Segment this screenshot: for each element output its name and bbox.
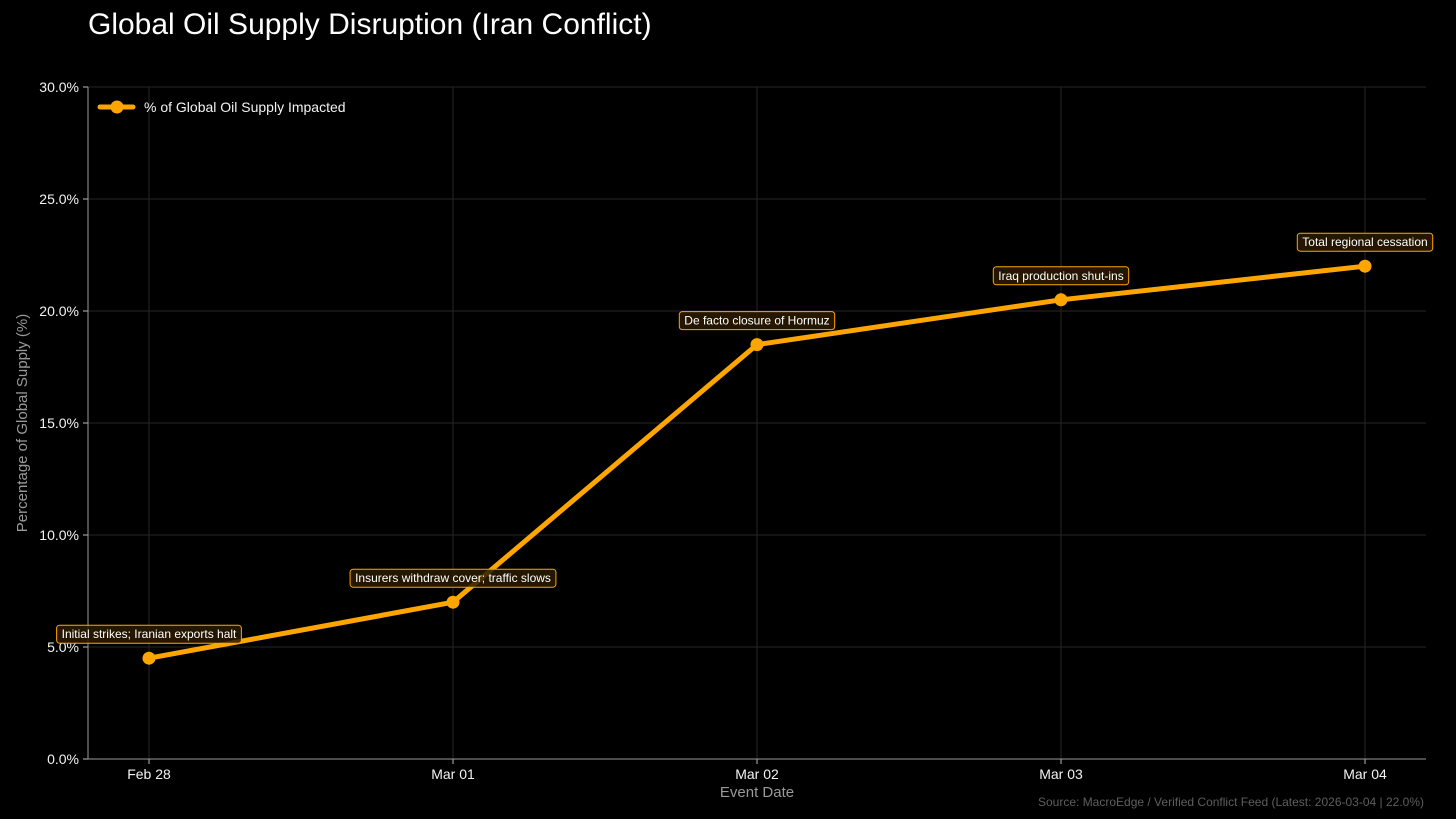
y-tick-label: 0.0% xyxy=(47,751,79,767)
annotation-box xyxy=(992,266,1130,286)
x-axis-title: Event Date xyxy=(720,784,794,801)
x-tick-label: Mar 02 xyxy=(735,766,779,782)
annotation: De facto closure of Hormuz xyxy=(678,311,836,331)
annotation: Insurers withdraw cover; traffic slows xyxy=(349,568,557,588)
series-layer xyxy=(142,259,1372,665)
annotation-box xyxy=(56,624,242,644)
chart-title: Global Oil Supply Disruption (Iran Confl… xyxy=(88,8,652,41)
y-tick-label: 25.0% xyxy=(39,191,79,207)
x-tick-label: Mar 01 xyxy=(431,766,475,782)
annotation-label: Initial strikes; Iranian exports halt xyxy=(62,627,237,641)
data-point xyxy=(1054,293,1068,307)
annotations: Initial strikes; Iranian exports halt Ins… xyxy=(56,232,1434,644)
annotation-box xyxy=(678,311,836,331)
y-tick-label: 30.0% xyxy=(39,79,79,95)
annotation: Iraq production shut-ins xyxy=(992,266,1130,286)
annotation-label: Insurers withdraw cover; traffic slows xyxy=(355,571,551,585)
y-axis-title: Percentage of Global Supply (%) xyxy=(14,314,31,532)
annotation: Total regional cessation xyxy=(1296,232,1434,252)
y-tick-label: 15.0% xyxy=(39,415,79,431)
data-point xyxy=(446,595,460,609)
x-tick-label: Mar 04 xyxy=(1343,766,1387,782)
annotation-box xyxy=(349,568,557,588)
y-tick-label: 10.0% xyxy=(39,527,79,543)
annotation-label: Total regional cessation xyxy=(1302,235,1427,249)
data-point xyxy=(142,651,156,665)
annotation-box xyxy=(1296,232,1434,252)
legend: % of Global Oil Supply Impacted xyxy=(97,99,346,115)
axes: 0.0%5.0%10.0%15.0%20.0%25.0%30.0%Feb 28 M… xyxy=(14,79,1426,801)
x-tick-label: Mar 03 xyxy=(1039,766,1083,782)
annotation-label: De facto closure of Hormuz xyxy=(684,314,829,328)
source-note: Source: MacroEdge / Verified Conflict Fe… xyxy=(1038,795,1424,809)
x-tick-label: Feb 28 xyxy=(127,766,171,782)
data-point xyxy=(1358,259,1372,273)
grid-lines xyxy=(88,86,1426,760)
legend-label: % of Global Oil Supply Impacted xyxy=(144,99,346,115)
data-point xyxy=(750,338,764,352)
legend-marker xyxy=(110,100,124,114)
annotation-label: Iraq production shut-ins xyxy=(998,269,1123,283)
annotation: Initial strikes; Iranian exports halt xyxy=(56,624,242,644)
y-tick-label: 20.0% xyxy=(39,303,79,319)
